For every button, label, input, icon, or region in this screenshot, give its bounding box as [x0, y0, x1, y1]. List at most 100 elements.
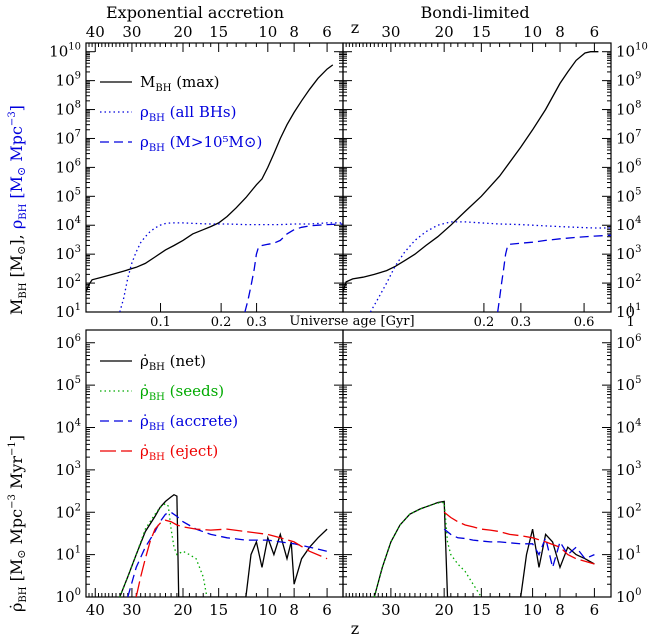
top-ylabel-rho: ρ	[7, 220, 26, 229]
y-tick-label: 100	[56, 587, 81, 606]
z-tick-label: 40	[86, 601, 105, 619]
z-label-top: z	[351, 18, 359, 37]
z-label-bottom: z	[351, 619, 359, 638]
z-tick-label: 15	[472, 23, 491, 41]
series-line-top-left-0	[86, 64, 334, 293]
panel-frame	[342, 42, 612, 313]
legend-label: ρ̇BH (seeds)	[140, 382, 224, 403]
z-tick-label: 10	[258, 23, 277, 41]
top-ylabel-m-end: ],	[7, 234, 26, 245]
series-line-top-left-2	[244, 223, 343, 312]
title-left: Exponential accretion	[106, 3, 284, 22]
z-tick-label: 6	[322, 23, 332, 41]
y-tick-label: 106	[616, 333, 641, 352]
z-tick-label: 15	[209, 601, 228, 619]
y-tick-label: 105	[616, 375, 641, 394]
panel-bottom-right: 100 101 102 103 104 105 106 30 20 15 10 8 6	[342, 329, 641, 619]
series-line-bottom-left-1	[119, 502, 208, 597]
y-tick-label: 109	[616, 71, 641, 90]
sun-1: ⊙	[15, 246, 28, 255]
z-tick-label: 6	[322, 601, 332, 619]
sun-2: ⊙	[15, 167, 28, 176]
y-tick-label: 108	[56, 100, 81, 119]
series-line-bottom-left-2	[127, 511, 328, 597]
y-tick-label: 104	[56, 215, 81, 234]
bottom-ylabel-close: ]	[7, 435, 26, 441]
y-tick-label: 104	[616, 215, 641, 234]
y-tick-label: 106	[56, 157, 81, 176]
y-tick-label: 106	[56, 333, 81, 352]
top-ylabel: MBH [M⊙], ρBH [M⊙ Mpc−3]	[7, 105, 29, 315]
legend-label: ρ̇BH (net)	[140, 352, 206, 373]
y-tick-label: 105	[56, 186, 81, 205]
z-tick-label: 30	[381, 601, 400, 619]
z-tick-label: 8	[555, 23, 565, 41]
age-tick-label: 0.3	[246, 315, 267, 330]
top-ylabel-rho-sub: BH	[18, 203, 29, 219]
z-tick-label: 20	[173, 23, 192, 41]
y-tick-label: 104	[56, 418, 81, 437]
y-tick-label: 102	[616, 273, 641, 292]
z-tick-label: 6	[590, 601, 600, 619]
bottom-ylabel: ρ̇BH [M⊙ Mpc−3 Myr−1]	[7, 435, 29, 612]
legend: ρ̇BH (net) ρ̇BH (seeds) ρ̇BH (accrete) ρ̇BH…	[100, 352, 238, 463]
series-line-bottom-right-3	[443, 511, 595, 565]
bottom-ylabel-myr: Myr	[7, 456, 26, 489]
y-tick-label: 102	[56, 273, 81, 292]
y-tick-label: 107	[56, 128, 81, 147]
z-tick-label: 30	[122, 23, 141, 41]
y-tick-label: 103	[616, 244, 641, 263]
legend-label: ρBH (all BHs)	[140, 103, 237, 124]
legend-label: MBH (max)	[140, 73, 220, 94]
top-ylabel-m: M	[7, 299, 26, 315]
y-tick-label: 101	[56, 302, 81, 321]
series-line-bottom-right-0	[373, 500, 595, 597]
series-line-bottom-left-3	[135, 519, 328, 597]
y-tick-label: 106	[616, 157, 641, 176]
z-tick-label: 10	[258, 601, 277, 619]
top-ylabel-rho-unit: [M	[7, 176, 26, 199]
z-tick-label: 15	[472, 601, 491, 619]
bottom-ylabel-mpc: Mpc	[7, 509, 26, 545]
bottom-ylabel-exp2: −1	[7, 441, 18, 456]
y-tick-label: 1010	[49, 42, 81, 61]
series-line-top-right-0	[343, 51, 599, 292]
bottom-ylabel-unit: [M	[7, 559, 26, 582]
y-tick-label: 101	[56, 545, 81, 564]
y-tick-label: 104	[616, 418, 641, 437]
legend: MBH (max) ρBH (all BHs) ρBH (M>10⁵M⊙)	[100, 73, 262, 154]
z-tick-label: 8	[289, 601, 299, 619]
panel-frame	[85, 329, 344, 598]
y-tick-label: 103	[56, 244, 81, 263]
y-tick-label: 1010	[616, 42, 648, 61]
z-tick-label: 10	[523, 601, 542, 619]
z-tick-label: 20	[435, 601, 454, 619]
panel-bottom-left: 100 101 102 103 104 105 106 40 30 20 15 10 8 6	[56, 329, 344, 619]
panel-frame	[342, 329, 612, 598]
y-tick-label: 108	[616, 100, 641, 119]
legend-label: ρ̇BH (accrete)	[140, 412, 238, 433]
y-tick-label: 100	[616, 587, 641, 606]
z-tick-label: 20	[173, 601, 192, 619]
age-tick-label: 0.1	[150, 315, 171, 330]
z-tick-label: 10	[523, 23, 542, 41]
y-tick-label: 107	[616, 128, 641, 147]
z-tick-label: 20	[435, 23, 454, 41]
series-line-top-right-1	[369, 221, 611, 312]
y-tick-label: 101	[616, 545, 641, 564]
age-label: Universe age [Gyr]	[289, 314, 414, 329]
top-ylabel-rho-close: ]	[7, 105, 26, 111]
z-tick-label: 40	[86, 23, 105, 41]
age-tick-label: 0.3	[511, 315, 532, 330]
y-tick-label: 105	[616, 186, 641, 205]
bottom-ylabel-sub: BH	[18, 586, 29, 602]
series-line-top-left-1	[119, 222, 343, 312]
y-tick-label: 102	[56, 502, 81, 521]
top-ylabel-m-unit: [M	[7, 255, 26, 278]
title-right: Bondi-limited	[420, 3, 529, 22]
series-line-bottom-left-0	[119, 493, 328, 597]
